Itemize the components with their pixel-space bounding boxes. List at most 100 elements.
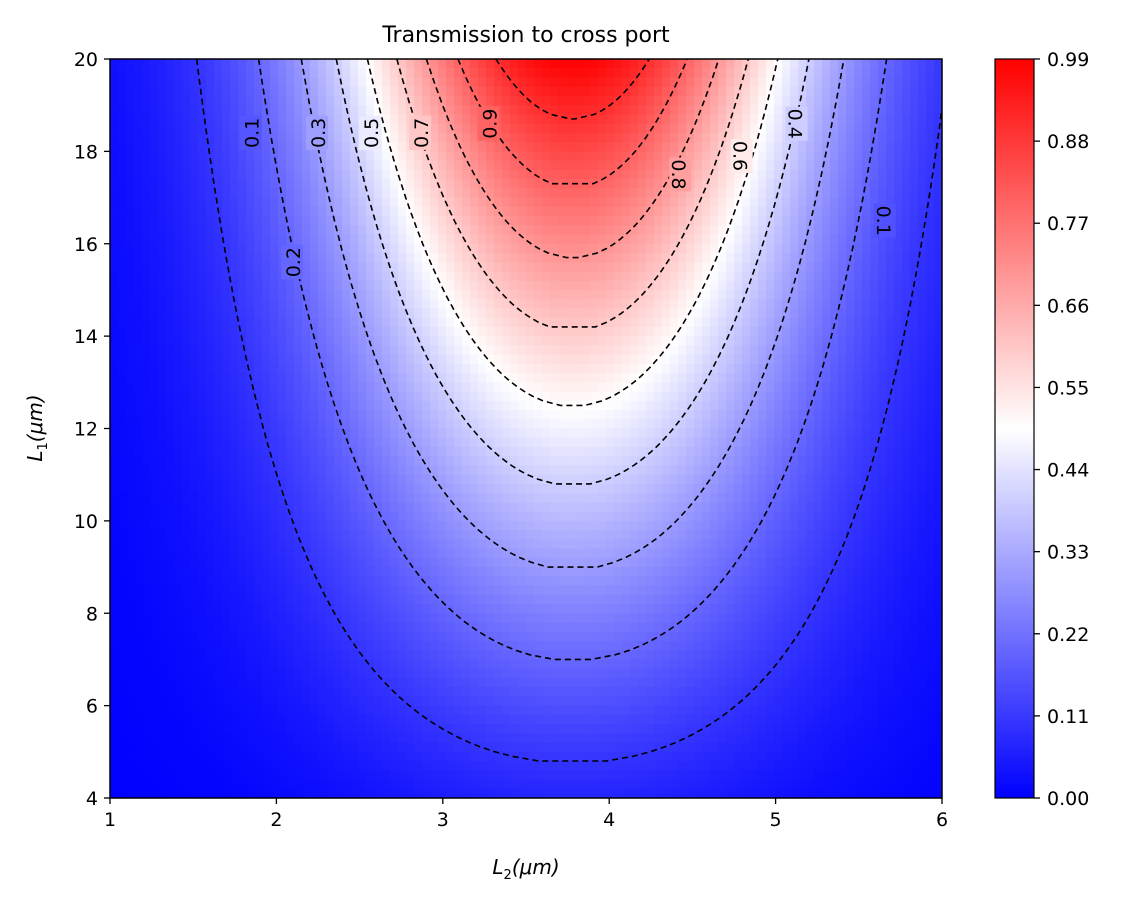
- heat-cell: [414, 410, 423, 420]
- heat-cell: [294, 123, 303, 134]
- heat-cell: [622, 68, 631, 79]
- heat-cell: [286, 95, 295, 106]
- heat-cell: [390, 400, 399, 411]
- heat-cell: [654, 252, 663, 263]
- heat-cell: [742, 59, 751, 69]
- heat-cell: [590, 446, 599, 457]
- heat-cell: [622, 123, 631, 134]
- heat-cell: [822, 354, 831, 365]
- heat-cell: [334, 363, 343, 374]
- heat-cell: [766, 465, 775, 476]
- heat-cell: [878, 142, 887, 152]
- heat-cell: [374, 299, 383, 310]
- heat-cell: [294, 317, 303, 328]
- heat-cell: [230, 68, 239, 79]
- heat-cell: [838, 252, 847, 263]
- heat-cell: [918, 142, 927, 152]
- heat-cell: [398, 105, 407, 116]
- heat-cell: [502, 252, 511, 263]
- heat-cell: [686, 114, 695, 125]
- heat-cell: [294, 400, 303, 411]
- heat-cell: [814, 345, 823, 356]
- heat-cell: [422, 465, 431, 476]
- heat-cell: [582, 132, 591, 143]
- heat-cell: [142, 428, 151, 439]
- heat-cell: [662, 308, 671, 319]
- heat-cell: [174, 188, 183, 199]
- heat-cell: [862, 234, 871, 245]
- heat-cell: [678, 197, 687, 208]
- heat-cell: [774, 132, 783, 143]
- heat-cell: [118, 280, 127, 291]
- heat-cell: [902, 400, 911, 411]
- heat-cell: [358, 243, 367, 254]
- heat-cell: [878, 391, 887, 402]
- heat-cell: [358, 262, 367, 273]
- heat-cell: [238, 354, 247, 365]
- heat-cell: [742, 206, 751, 217]
- heat-cell: [862, 262, 871, 273]
- heat-cell: [486, 317, 495, 328]
- heat-cell: [238, 197, 247, 208]
- heat-cell: [262, 225, 271, 236]
- heat-cell: [486, 151, 495, 162]
- heat-cell: [686, 465, 695, 476]
- heat-cell: [678, 206, 687, 217]
- heat-cell: [270, 400, 279, 411]
- heat-cell: [750, 400, 759, 411]
- heat-cell: [686, 243, 695, 254]
- heat-cell: [590, 336, 599, 346]
- heat-cell: [454, 243, 463, 254]
- heat-cell: [174, 419, 183, 430]
- heat-cell: [822, 336, 831, 346]
- heat-cell: [870, 289, 879, 300]
- heat-cell: [366, 280, 375, 291]
- heat-cell: [494, 336, 503, 346]
- heat-cell: [110, 234, 119, 245]
- heat-cell: [254, 262, 263, 273]
- heat-cell: [526, 336, 535, 346]
- heat-cell: [814, 456, 823, 467]
- heat-cell: [198, 428, 207, 439]
- heat-cell: [118, 95, 127, 106]
- heat-cell: [294, 410, 303, 420]
- heat-cell: [590, 132, 599, 143]
- heat-cell: [374, 373, 383, 383]
- heat-cell: [854, 179, 863, 189]
- heat-cell: [854, 474, 863, 485]
- heat-cell: [558, 151, 567, 162]
- heat-cell: [254, 252, 263, 263]
- heat-cell: [390, 68, 399, 79]
- heat-cell: [438, 308, 447, 319]
- heat-cell: [806, 234, 815, 245]
- heat-cell: [366, 234, 375, 245]
- heat-cell: [182, 132, 191, 143]
- heat-cell: [310, 410, 319, 420]
- heat-cell: [510, 169, 519, 180]
- heat-cell: [878, 437, 887, 448]
- heat-cell: [142, 345, 151, 356]
- heat-cell: [422, 151, 431, 162]
- heat-cell: [622, 308, 631, 319]
- heat-cell: [478, 400, 487, 411]
- heat-cell: [478, 410, 487, 420]
- heat-cell: [470, 289, 479, 300]
- heat-cell: [910, 252, 919, 263]
- heat-cell: [926, 410, 935, 420]
- heat-cell: [150, 428, 159, 439]
- heat-cell: [934, 271, 942, 282]
- heat-cell: [238, 326, 247, 337]
- heat-cell: [302, 216, 311, 226]
- heat-cell: [334, 114, 343, 125]
- heat-cell: [158, 225, 167, 236]
- heat-cell: [366, 483, 375, 494]
- heat-cell: [590, 151, 599, 162]
- heat-cell: [214, 437, 223, 448]
- heat-cell: [686, 123, 695, 134]
- heat-cell: [702, 419, 711, 430]
- heat-cell: [598, 179, 607, 189]
- heat-cell: [310, 95, 319, 106]
- heat-cell: [694, 216, 703, 226]
- heat-cell: [678, 142, 687, 152]
- heat-cell: [278, 410, 287, 420]
